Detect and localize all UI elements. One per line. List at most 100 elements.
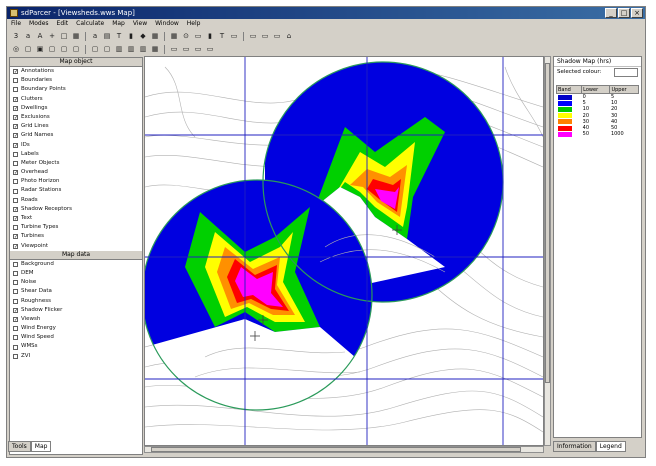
main-tool-button[interactable]: a: [25, 31, 31, 40]
map-data-item[interactable]: WMSs: [13, 342, 142, 351]
main-tool-button[interactable]: ▭: [261, 31, 269, 40]
map-object-item[interactable]: Labels: [13, 150, 142, 159]
map-vertical-scrollbar[interactable]: [544, 56, 551, 446]
main-tool-button[interactable]: T: [116, 31, 122, 40]
map-object-checkbox[interactable]: [13, 197, 18, 203]
map-data-checkbox[interactable]: [13, 344, 18, 350]
secondary-tool-button[interactable]: ▢: [24, 44, 32, 53]
secondary-tool-button[interactable]: ◎: [12, 44, 20, 53]
secondary-tool-button[interactable]: ▢: [48, 44, 56, 53]
legend-row[interactable]: 25 10: [557, 100, 639, 106]
secondary-tool-button[interactable]: ▢: [60, 44, 68, 53]
main-tool-button[interactable]: T: [219, 31, 225, 40]
secondary-tool-button[interactable]: ▦: [151, 44, 159, 53]
main-tool-button[interactable]: ▦: [72, 31, 80, 40]
main-tool-button[interactable]: ▭: [249, 31, 257, 40]
map-data-item[interactable]: Noise: [13, 278, 142, 287]
map-object-checkbox[interactable]: ✓: [13, 216, 19, 223]
secondary-tool-button[interactable]: ▭: [170, 44, 178, 53]
legend-row[interactable]: 310 20: [557, 106, 639, 112]
map-data-checkbox[interactable]: [13, 335, 18, 341]
map-object-item[interactable]: ✓ Clutters: [13, 95, 142, 104]
map-object-item[interactable]: ✓ Shadow Receptors: [13, 205, 142, 214]
map-view[interactable]: [144, 56, 544, 446]
map-object-item[interactable]: ✓ IDs: [13, 141, 142, 150]
main-tool-button[interactable]: a: [92, 31, 98, 40]
map-data-checkbox[interactable]: [13, 298, 18, 304]
turbine-markers[interactable]: [250, 225, 402, 341]
map-data-item[interactable]: ✓ Viewsh: [13, 315, 142, 324]
secondary-tool-button[interactable]: ▭: [194, 44, 202, 53]
maximize-button[interactable]: □: [618, 8, 630, 18]
map-canvas[interactable]: [145, 57, 543, 445]
secondary-tool-button[interactable]: ▥: [115, 44, 123, 53]
minimize-button[interactable]: _: [605, 8, 617, 18]
secondary-tool-button[interactable]: ▢: [72, 44, 80, 53]
map-data-checkbox[interactable]: [13, 326, 18, 332]
secondary-tool-button[interactable]: ▢: [103, 44, 111, 53]
main-tool-button[interactable]: 3: [13, 31, 19, 40]
map-object-item[interactable]: Turbine Types: [13, 223, 142, 232]
secondary-tool-button[interactable]: ▢: [91, 44, 99, 53]
close-button[interactable]: ×: [631, 8, 643, 18]
main-tool-button[interactable]: ▭: [230, 31, 238, 40]
map-horizontal-scrollbar[interactable]: [144, 446, 544, 453]
menu-window[interactable]: Window: [155, 20, 179, 27]
secondary-tool-button[interactable]: ▥: [139, 44, 147, 53]
main-tool-button[interactable]: □: [60, 31, 68, 40]
map-data-item[interactable]: DEM: [13, 269, 142, 278]
map-data-item[interactable]: Roughness: [13, 297, 142, 306]
main-tool-button[interactable]: ⌂: [286, 31, 292, 40]
map-data-item[interactable]: Wind Energy: [13, 324, 142, 333]
map-object-item[interactable]: ✓ Overhead: [13, 168, 142, 177]
map-data-item[interactable]: Shear Data: [13, 287, 142, 296]
map-data-checkbox[interactable]: [13, 353, 18, 359]
legend-row[interactable]: 420 30: [557, 113, 639, 119]
secondary-tool-button[interactable]: ▥: [127, 44, 135, 53]
map-object-checkbox[interactable]: ✓: [13, 243, 19, 250]
map-data-checkbox[interactable]: ✓: [13, 316, 19, 323]
menu-view[interactable]: View: [132, 20, 148, 27]
horizontal-scroll-thumb[interactable]: [151, 447, 521, 452]
legend-column-header[interactable]: Upper: [609, 85, 639, 94]
menu-modes[interactable]: Modes: [29, 20, 49, 27]
map-object-checkbox[interactable]: ✓: [13, 170, 19, 177]
map-object-checkbox[interactable]: ✓: [13, 124, 19, 131]
map-data-item[interactable]: Background: [13, 260, 142, 269]
main-tool-button[interactable]: A: [37, 31, 43, 40]
menu-map[interactable]: Map: [112, 20, 125, 27]
legend-column-header[interactable]: Band: [555, 85, 583, 94]
map-object-item[interactable]: ✓ Text: [13, 214, 142, 223]
map-data-checkbox[interactable]: ✓: [13, 307, 19, 314]
secondary-tool-button[interactable]: ▭: [182, 44, 190, 53]
main-tool-button[interactable]: ◆: [140, 31, 146, 40]
map-object-item[interactable]: ✓ Turbines: [13, 232, 142, 241]
menu-calculate[interactable]: Calculate: [76, 20, 105, 27]
map-object-item[interactable]: ✓ Exclusions: [13, 113, 142, 122]
map-object-item[interactable]: Boundary Points: [13, 85, 142, 94]
map-object-checkbox[interactable]: ✓: [13, 234, 19, 241]
tab-tools[interactable]: Tools: [8, 441, 31, 452]
map-object-item[interactable]: ✓ Grid Names: [13, 131, 142, 140]
menu-edit[interactable]: Edit: [56, 20, 69, 27]
map-object-checkbox[interactable]: [13, 160, 18, 166]
map-object-checkbox[interactable]: [13, 179, 18, 185]
main-tool-button[interactable]: ▮: [129, 31, 133, 40]
main-tool-button[interactable]: ▭: [194, 31, 202, 40]
map-object-item[interactable]: ✓ Annotations: [13, 67, 142, 76]
map-data-checkbox[interactable]: [13, 289, 18, 295]
map-data-checkbox[interactable]: [13, 261, 18, 267]
map-object-checkbox[interactable]: ✓: [13, 115, 19, 122]
map-object-checkbox[interactable]: ✓: [13, 142, 19, 149]
map-object-item[interactable]: Meter Objects: [13, 159, 142, 168]
main-tool-button[interactable]: ▦: [170, 31, 178, 40]
map-object-item[interactable]: Boundaries: [13, 76, 142, 85]
menu-file[interactable]: File: [11, 20, 22, 27]
main-tool-button[interactable]: ▭: [273, 31, 281, 40]
map-object-checkbox[interactable]: [13, 151, 18, 157]
main-tool-button[interactable]: +: [49, 31, 55, 40]
vertical-scroll-thumb[interactable]: [545, 63, 550, 383]
map-object-checkbox[interactable]: [13, 225, 18, 231]
map-object-checkbox[interactable]: [13, 78, 18, 84]
map-object-item[interactable]: Radar Stations: [13, 186, 142, 195]
